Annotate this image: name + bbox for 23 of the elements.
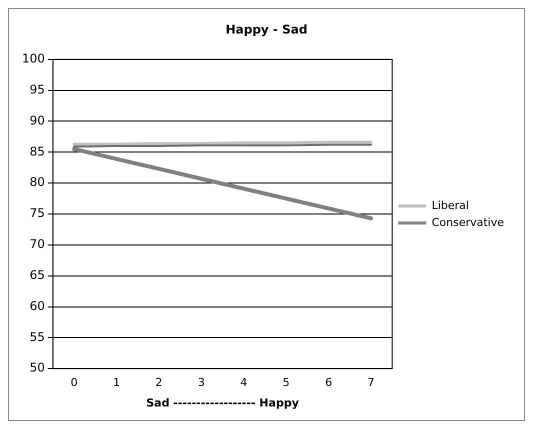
y-tick-label: 100 (22, 52, 45, 66)
x-tick-label: 5 (282, 376, 290, 390)
y-tick-label: 60 (30, 298, 45, 313)
y-tick-label: 80 (30, 175, 45, 190)
x-tick-label: 4 (240, 376, 248, 390)
legend-label: Liberal (432, 198, 469, 212)
x-axis-title: Sad ------------------ Happy (146, 396, 299, 410)
y-tick-label: 75 (30, 206, 45, 220)
y-tick-label: 95 (30, 82, 45, 96)
y-tick-label: 50 (30, 360, 45, 375)
legend-label: Conservative (432, 216, 504, 229)
y-tick-label: 65 (30, 268, 45, 282)
y-tick-label: 85 (30, 144, 45, 158)
y-tick-label: 90 (30, 113, 45, 128)
x-tick-label: 6 (325, 376, 332, 390)
y-tick-label: 70 (30, 237, 45, 252)
y-tick-label: 55 (30, 330, 45, 344)
x-tick-label: 3 (198, 376, 205, 390)
x-tick-label: 7 (367, 376, 374, 390)
x-tick-label: 0 (70, 376, 78, 390)
x-tick-label: 1 (113, 376, 120, 390)
chart-title: Happy - Sad (226, 22, 308, 36)
x-tick-label: 2 (155, 376, 162, 390)
